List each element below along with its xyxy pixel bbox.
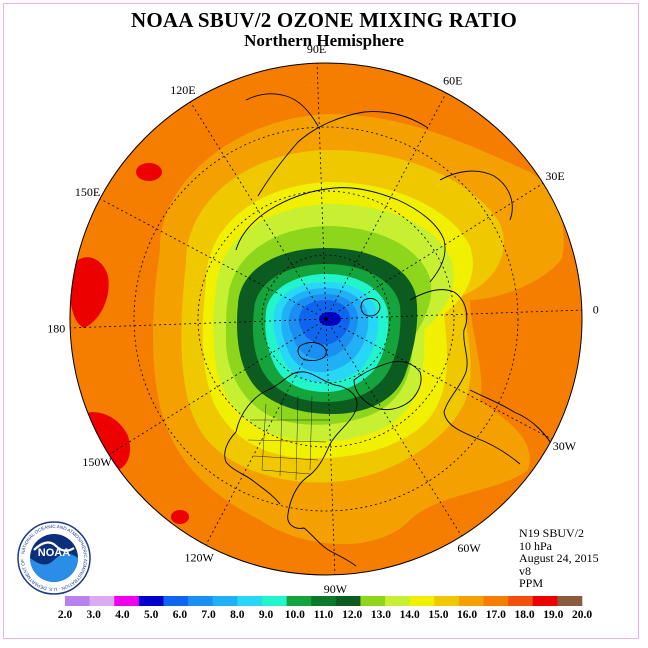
logo-wordmark: NOAA (38, 547, 70, 559)
longitude-label: 0 (593, 303, 599, 317)
longitude-label: 60E (443, 74, 462, 88)
longitude-label: 180 (47, 321, 65, 335)
longitude-label: 120W (185, 550, 215, 564)
coast-svalbard (360, 297, 381, 317)
noaa-logo: NOAA NATIONAL OCEANIC AND ATMOSPHERIC AD… (16, 520, 91, 595)
coast-asia-north (235, 187, 446, 283)
coast-europe (409, 289, 521, 465)
coast-india (439, 170, 513, 221)
coast-north-america-west (224, 431, 281, 505)
longitude-label: 90W (324, 582, 348, 596)
max-180 (70, 257, 109, 328)
lat-circle-2 (197, 190, 455, 448)
coast-asia-east (257, 111, 429, 197)
longitude-label: 120E (170, 83, 195, 97)
page-title: NOAA SBUV/2 OZONE MIXING RATIO (131, 8, 517, 32)
lat-circle-1 (261, 254, 391, 384)
coast-africa (469, 389, 557, 453)
info-version: v8 (519, 563, 531, 578)
longitude-label: 30E (545, 169, 564, 183)
band-4-5-minimum (319, 312, 341, 326)
graticule (70, 63, 582, 575)
info-satellite: N19 SBUV/2 (519, 526, 585, 540)
info-date: August 24, 2015 (519, 551, 599, 565)
coastlines (224, 93, 557, 567)
max-120w (171, 510, 189, 524)
coast-arctic-islands (297, 342, 327, 361)
coast-asia-far-east (245, 93, 319, 127)
max-150e (136, 163, 162, 181)
longitude-label: 150W (82, 455, 112, 469)
page-subtitle: Northern Hemisphere (244, 31, 404, 50)
longitude-labels: 90E 60E 30E 0 30W 60W 90W 120W 150W 180 150E 120E (47, 42, 599, 596)
longitude-label: 60W (457, 541, 481, 555)
state-lines-v (261, 395, 313, 481)
map-boundary (69, 62, 583, 576)
plot-frame (3, 3, 639, 639)
longitude-label: 90E (307, 42, 326, 56)
product-info: N19 SBUV/2 10 hPa August 24, 2015 v8 PPM (519, 527, 599, 590)
longitude-label: 150E (75, 185, 100, 199)
longitude-label: 30W (553, 439, 577, 453)
info-level: 10 hPa (519, 538, 552, 553)
lat-circle-3 (133, 126, 519, 512)
coast-greenland (353, 361, 422, 411)
info-units: PPM (519, 576, 544, 590)
